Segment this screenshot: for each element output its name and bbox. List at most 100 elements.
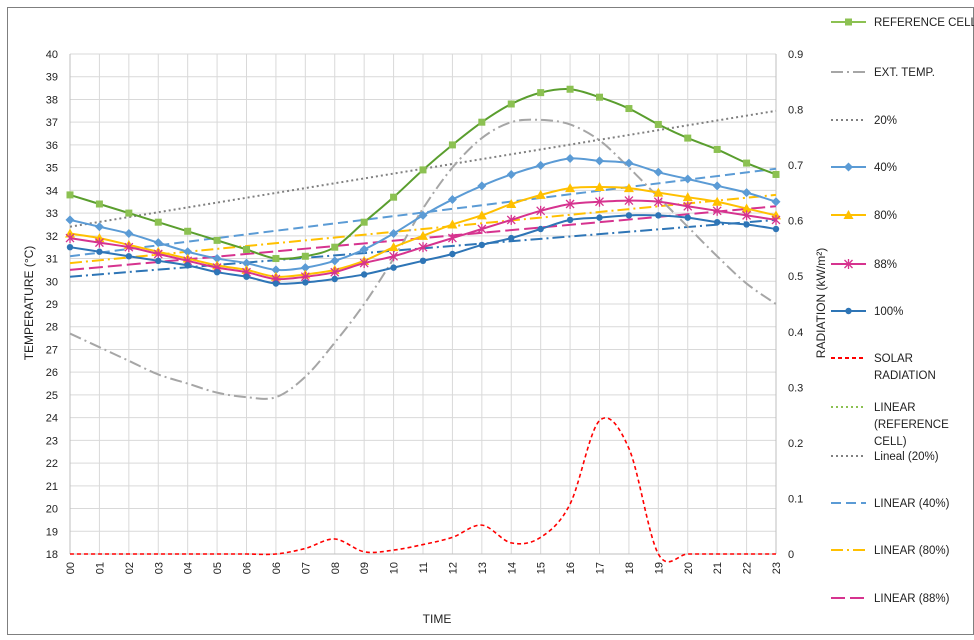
series-lines: [65, 85, 781, 563]
data-point-40: [653, 167, 663, 177]
legend-label: LINEAR (REFERENCE CELL): [874, 402, 949, 448]
data-point-100: [125, 253, 133, 260]
data-point-40: [389, 229, 399, 239]
data-point-40: [153, 238, 163, 248]
data-point-reference-cell: [654, 120, 662, 128]
data-point-88: [506, 214, 516, 225]
legend-label: EXT. TEMP.: [874, 67, 935, 79]
legend-item: SOLAR RADIATION: [831, 353, 936, 382]
data-point-100: [419, 257, 427, 265]
x-tick-label: 10: [389, 562, 401, 574]
data-point-reference-cell: [154, 218, 162, 226]
y-tick-label: 25: [46, 390, 58, 402]
data-point-40: [771, 197, 781, 207]
data-point-88: [477, 224, 487, 234]
x-tick-label: 09: [359, 562, 371, 574]
data-point-reference-cell: [448, 141, 456, 149]
x-tick-label: 06: [271, 562, 283, 574]
data-point-reference-cell: [507, 100, 515, 108]
data-point-88: [418, 242, 428, 253]
x-tick-label: 04: [183, 562, 195, 574]
data-point-88: [153, 249, 163, 259]
data-point-reference-cell: [419, 166, 427, 174]
data-point-100: [684, 214, 691, 221]
x-tick-label: 06: [242, 562, 254, 574]
x-tick-label: 00: [65, 562, 77, 574]
legend-label: 40%: [874, 162, 897, 174]
tick-labels: 18 19 20 21 22 23 24 25 26 27 28 29 30 31 32 33 34 35 36 37…: [46, 49, 804, 574]
legend-label-line: RADIATION: [874, 370, 936, 382]
x-tick-label: 01: [94, 562, 106, 574]
y-tick-label: 27: [46, 344, 58, 356]
data-point-reference-cell: [301, 252, 309, 260]
legend: REFERENCE CELL EXT. TEMP. 20% 40% 80% 88% 100%…: [831, 17, 974, 605]
legend-marker: [845, 307, 852, 315]
data-point-80: [565, 183, 576, 193]
data-point-reference-cell: [566, 85, 574, 93]
data-point-88: [94, 237, 104, 248]
data-point-reference-cell: [272, 255, 280, 263]
y2-tick-label: 0: [788, 549, 794, 561]
data-point-40: [683, 174, 693, 184]
legend-label-line: 80%: [874, 210, 897, 222]
data-point-100: [596, 214, 603, 221]
y-tick-label: 26: [46, 367, 58, 379]
data-point-40: [536, 160, 546, 170]
legend-label: 20%: [874, 115, 897, 127]
data-point-40: [477, 181, 487, 191]
data-point-100: [243, 273, 250, 280]
data-point-40: [124, 229, 134, 239]
data-point-80: [623, 183, 634, 193]
y-tick-label: 22: [46, 458, 58, 470]
data-point-88: [595, 196, 604, 207]
y-tick-label: 24: [46, 413, 58, 425]
data-point-100: [478, 241, 486, 249]
chart-border: [7, 7, 974, 635]
data-point-88: [712, 205, 722, 216]
data-point-40: [712, 181, 722, 191]
y2-tick-label: 0.1: [788, 493, 803, 505]
data-point-reference-cell: [743, 159, 751, 167]
y-tick-label: 34: [46, 185, 58, 197]
data-point-reference-cell: [95, 200, 103, 208]
legend-item: 80%: [831, 210, 897, 222]
y-tick-label: 19: [46, 526, 58, 538]
data-point-80: [447, 219, 458, 229]
data-point-100: [566, 216, 574, 224]
data-point-100: [360, 271, 368, 278]
y2-tick-label: 0.7: [788, 160, 803, 172]
legend-item: Lineal (20%): [831, 451, 939, 463]
legend-label: REFERENCE CELL: [874, 17, 974, 29]
data-point-reference-cell: [713, 145, 721, 153]
data-point-100: [96, 248, 103, 255]
data-point-reference-cell: [390, 193, 398, 201]
data-point-40: [94, 222, 104, 232]
legend-marker: [844, 259, 853, 269]
data-point-reference-cell: [772, 170, 780, 178]
data-point-reference-cell: [213, 236, 221, 244]
x-tick-label: 22: [742, 562, 754, 574]
data-point-100: [184, 262, 191, 269]
data-point-80: [653, 187, 664, 197]
y-tick-label: 28: [46, 322, 58, 334]
data-point-88: [447, 233, 457, 244]
legend-label: LINEAR (40%): [874, 498, 950, 510]
data-point-100: [66, 243, 74, 251]
legend-label-line: SOLAR: [874, 353, 913, 365]
data-point-40: [359, 244, 369, 254]
data-point-40: [418, 210, 428, 220]
data-point-80: [418, 230, 428, 240]
data-point-88: [565, 199, 575, 209]
data-point-reference-cell: [331, 243, 339, 251]
data-point-40: [742, 188, 752, 198]
data-point-40: [242, 258, 251, 268]
trendline-lineal-20: [69, 109, 777, 228]
legend-item: LINEAR (40%): [831, 498, 950, 510]
legend-label-line: EXT. TEMP.: [874, 67, 935, 79]
legend-item: LINEAR (80%): [831, 545, 950, 557]
data-point-80: [506, 199, 517, 208]
data-point-88: [124, 242, 134, 253]
y2-tick-label: 0.8: [788, 105, 803, 117]
y2-tick-label: 0.9: [788, 49, 803, 61]
